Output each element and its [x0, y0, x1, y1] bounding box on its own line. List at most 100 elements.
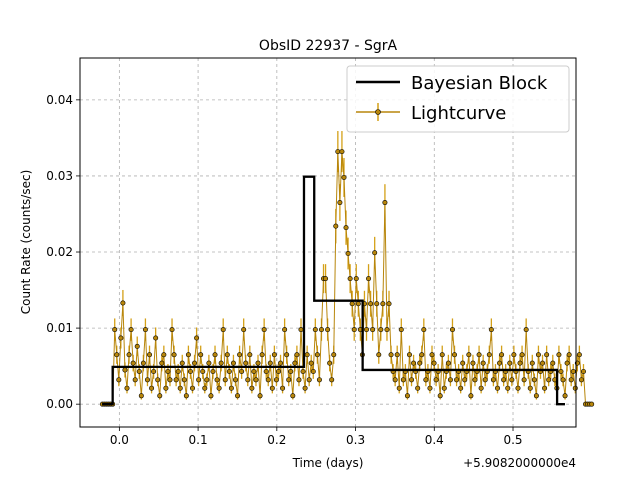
lightcurve-point — [411, 360, 417, 366]
lightcurve-point — [439, 352, 445, 358]
lightcurve-point — [208, 393, 214, 399]
lightcurve-point — [331, 352, 337, 358]
lightcurve-point — [298, 327, 304, 333]
lightcurve-point — [261, 327, 267, 333]
lightcurve-point — [544, 352, 550, 358]
lightcurve-point — [497, 360, 503, 366]
lightcurve-point — [556, 352, 562, 358]
lightcurve-point — [167, 377, 173, 383]
x-axis-label: Time (days) — [292, 456, 364, 470]
lightcurve-point — [468, 393, 474, 399]
lightcurve-point — [202, 385, 208, 391]
lightcurve-point — [273, 377, 279, 383]
lightcurve-point — [441, 385, 447, 391]
lightcurve-point — [212, 352, 218, 358]
lightcurve-point — [198, 352, 204, 358]
lightcurve-point — [149, 385, 155, 391]
lightcurve-point — [190, 385, 196, 391]
lightcurve-point — [527, 385, 533, 391]
y-axis-label: Count Rate (counts/sec) — [19, 170, 33, 315]
lightcurve-point — [206, 360, 212, 366]
legend: Bayesian Block Lightcurve — [346, 65, 570, 133]
lightcurve-point — [183, 393, 189, 399]
lightcurve-point — [257, 393, 263, 399]
lightcurve-point — [245, 377, 251, 383]
lightcurve-point — [132, 377, 138, 383]
lightcurve-point — [232, 377, 238, 383]
lightcurve-point — [239, 368, 245, 374]
lightcurve-point — [521, 377, 527, 383]
lightcurve-point — [376, 352, 382, 358]
lightcurve-point — [499, 352, 505, 358]
lightcurve-point — [259, 352, 265, 358]
lightcurve-point — [300, 368, 306, 374]
lightcurve-point — [177, 385, 183, 391]
lightcurve-point — [478, 385, 484, 391]
lightcurve-point — [546, 377, 552, 383]
lightcurve-point — [175, 368, 181, 374]
lightcurve-point — [220, 327, 226, 333]
lightcurve-point — [179, 360, 185, 366]
lightcurve-point — [366, 276, 372, 282]
lightcurve-point — [230, 360, 236, 366]
lightcurve-point — [278, 360, 284, 366]
lightcurve-point — [181, 377, 187, 383]
lightcurve-point — [417, 360, 423, 366]
lightcurve-point — [452, 352, 458, 358]
lightcurve-point — [431, 360, 437, 366]
y-tick-label: 0.01 — [46, 321, 73, 335]
lightcurve-point — [429, 352, 435, 358]
lightcurve-point — [142, 327, 148, 333]
lightcurve-point — [323, 276, 329, 282]
legend-box — [346, 65, 570, 133]
lightcurve-point — [564, 360, 570, 366]
lightcurve-point — [519, 352, 525, 358]
lightcurve-point — [226, 368, 232, 374]
lightcurve-point — [306, 377, 312, 383]
lightcurve-point — [523, 327, 529, 333]
x-tick-label: 0.2 — [267, 433, 286, 447]
legend-lightcurve-marker — [375, 109, 381, 115]
lightcurve-point — [325, 327, 331, 333]
lightcurve-point — [380, 301, 386, 307]
lightcurve-point — [327, 360, 333, 366]
lightcurve-point — [386, 301, 392, 307]
lightcurve-point — [228, 385, 234, 391]
lightcurve-point — [314, 352, 320, 358]
lightcurve-point — [355, 301, 361, 307]
lightcurve-point — [153, 335, 159, 341]
lightcurve-point — [275, 368, 281, 374]
lightcurve-point — [235, 393, 241, 399]
lightcurve-point — [292, 360, 298, 366]
lightcurve-point — [396, 385, 402, 391]
lightcurve-point — [310, 368, 316, 374]
lightcurve-point — [316, 377, 322, 383]
lightcurve-point — [580, 368, 586, 374]
lightcurve-point — [130, 360, 136, 366]
lightcurve-point — [339, 149, 345, 155]
lightcurve-point — [505, 385, 511, 391]
lightcurve-point — [351, 327, 357, 333]
lightcurve-point — [531, 377, 537, 383]
lightcurve-point — [140, 360, 146, 366]
lightcurve-point — [535, 352, 541, 358]
lightcurve-point — [265, 377, 271, 383]
lightcurve-point — [136, 368, 142, 374]
lightcurve-point — [560, 377, 566, 383]
lightcurve-point — [122, 367, 128, 373]
lightcurve-point — [394, 352, 400, 358]
lightcurve-point — [280, 385, 286, 391]
x-tick-label: 0.3 — [346, 433, 365, 447]
lightcurve-point — [437, 393, 443, 399]
lightcurve-point — [345, 251, 351, 257]
lightcurve-point — [470, 360, 476, 366]
lightcurve-point — [161, 352, 167, 358]
y-tick-label: 0.04 — [46, 93, 73, 107]
lightcurve-point — [392, 377, 398, 383]
lightcurve-point — [151, 368, 157, 374]
lightcurve-point — [404, 393, 410, 399]
lightcurve-point — [302, 385, 308, 391]
lightcurve-point — [562, 393, 568, 399]
lightcurve-point — [558, 368, 564, 374]
